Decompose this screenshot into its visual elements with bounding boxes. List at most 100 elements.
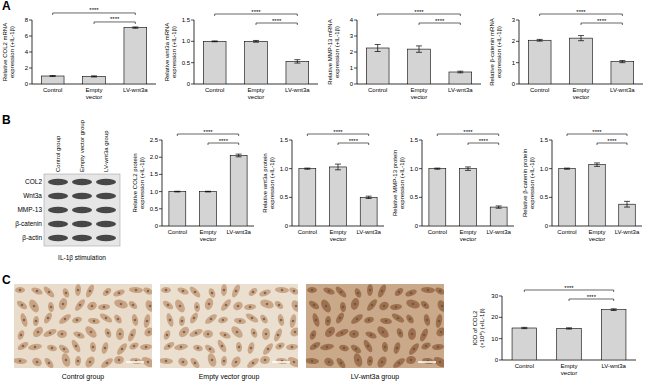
- significance-label: ****: [576, 9, 586, 15]
- x-tick-label: LV-wnt3a: [615, 229, 640, 235]
- x-tick-label: Emptyvector: [329, 229, 346, 242]
- nucleus: [252, 291, 255, 294]
- y-tick: [549, 197, 552, 198]
- y-label-line: Relative COL2 mRNA: [2, 23, 8, 81]
- y-label-group: Relative COL2 proteinexpression (+IL-1β): [132, 153, 145, 212]
- nucleus: [342, 306, 345, 309]
- cell: [72, 330, 85, 340]
- blot-band: [96, 193, 116, 199]
- micrograph-caption: Control group: [62, 373, 105, 381]
- error-bar: [366, 196, 372, 198]
- bar: [408, 49, 431, 84]
- nucleus: [36, 290, 39, 293]
- nucleus: [413, 348, 416, 351]
- micrograph-bg: [306, 284, 444, 368]
- error-cap: [375, 51, 381, 52]
- x-tick-label: Emptyvector: [85, 87, 102, 100]
- nucleus: [104, 347, 107, 350]
- nucleus: [329, 331, 332, 334]
- nucleus: [280, 319, 283, 322]
- cell: [112, 288, 125, 298]
- cell: [367, 284, 373, 296]
- cell: [128, 341, 140, 351]
- significance-label: ****: [349, 138, 359, 144]
- y-tick-label: 30: [491, 293, 498, 299]
- cell: [289, 314, 298, 329]
- nucleus: [147, 290, 150, 293]
- y-tick-label: 1.0: [150, 189, 159, 195]
- error-cap: [457, 72, 463, 73]
- bar-chart: 0123Relative β-catenin mRNAexpression (+…: [489, 9, 643, 101]
- error-cap: [335, 169, 341, 170]
- nucleus: [196, 306, 199, 309]
- bar: [449, 72, 472, 84]
- bar: [366, 48, 389, 84]
- nucleus: [441, 305, 444, 308]
- nucleus: [120, 303, 123, 306]
- y-label-group: Relative wnt3a proteinexpression (+IL-1β…: [262, 153, 275, 212]
- cell: [432, 343, 444, 350]
- x-tick-label: Emptyvector: [199, 229, 216, 242]
- cell: [232, 300, 245, 312]
- cell: [84, 284, 95, 299]
- cell: [419, 299, 430, 310]
- cell: [246, 356, 261, 368]
- cell: [308, 340, 321, 351]
- error-bar: [212, 40, 218, 42]
- x-tick-label: Control: [515, 363, 534, 369]
- x-tick-label: LV-wnt3a: [123, 87, 148, 93]
- cell: [349, 343, 362, 355]
- y-label: Relative MMP-13 proteinexpression (+IL-1…: [392, 150, 405, 216]
- cell: [160, 357, 173, 364]
- y-tick-label: 4: [25, 49, 29, 55]
- nucleus: [49, 332, 52, 335]
- x-tick-label-line: vector: [589, 236, 605, 242]
- x-tick-label-line: Control: [428, 229, 447, 235]
- y-tick-label: 2: [25, 65, 29, 71]
- cell: [350, 312, 365, 325]
- nucleus: [425, 345, 428, 348]
- nucleus: [354, 303, 357, 306]
- blot-row-label: β-catenin: [15, 220, 42, 228]
- cell: [189, 356, 201, 368]
- significance-label: ****: [587, 294, 597, 300]
- nucleus: [64, 318, 67, 321]
- cell: [221, 284, 227, 296]
- blot-row-label: β-actin: [22, 234, 42, 242]
- x-tick-label-line: LV-wnt3a: [448, 87, 473, 93]
- bars: [299, 164, 377, 226]
- bar: [203, 41, 226, 84]
- nucleus: [278, 304, 281, 307]
- nucleus: [339, 317, 342, 320]
- x-tick-label-line: Control: [298, 229, 317, 235]
- bars: [559, 163, 636, 226]
- error-cap: [366, 196, 372, 197]
- error-cap: [236, 156, 242, 157]
- bar: [200, 192, 217, 226]
- error-cap: [434, 168, 440, 169]
- nucleus: [50, 306, 53, 309]
- nucleus: [118, 359, 121, 362]
- x-tick-label-line: Control: [515, 363, 534, 369]
- nucleus: [76, 319, 79, 322]
- nucleus: [23, 319, 26, 322]
- y-tick: [289, 197, 292, 198]
- cell: [140, 343, 152, 350]
- cell: [405, 355, 417, 365]
- nucleus: [119, 333, 122, 336]
- cell: [307, 287, 317, 293]
- nucleus: [22, 345, 25, 348]
- cell: [435, 314, 444, 329]
- bar: [230, 155, 247, 226]
- micrograph-bg: [14, 284, 152, 368]
- significance-label: ****: [463, 129, 473, 135]
- cell: [144, 299, 152, 313]
- y-label-line: Relative β-catenin mRNA: [489, 18, 495, 85]
- cell: [83, 324, 98, 340]
- nucleus: [343, 347, 346, 350]
- nucleus: [426, 319, 429, 322]
- bar: [169, 192, 186, 226]
- error-bar: [236, 154, 242, 157]
- cell: [324, 316, 331, 327]
- blot-column-label: LV-wnt3a group: [103, 130, 109, 172]
